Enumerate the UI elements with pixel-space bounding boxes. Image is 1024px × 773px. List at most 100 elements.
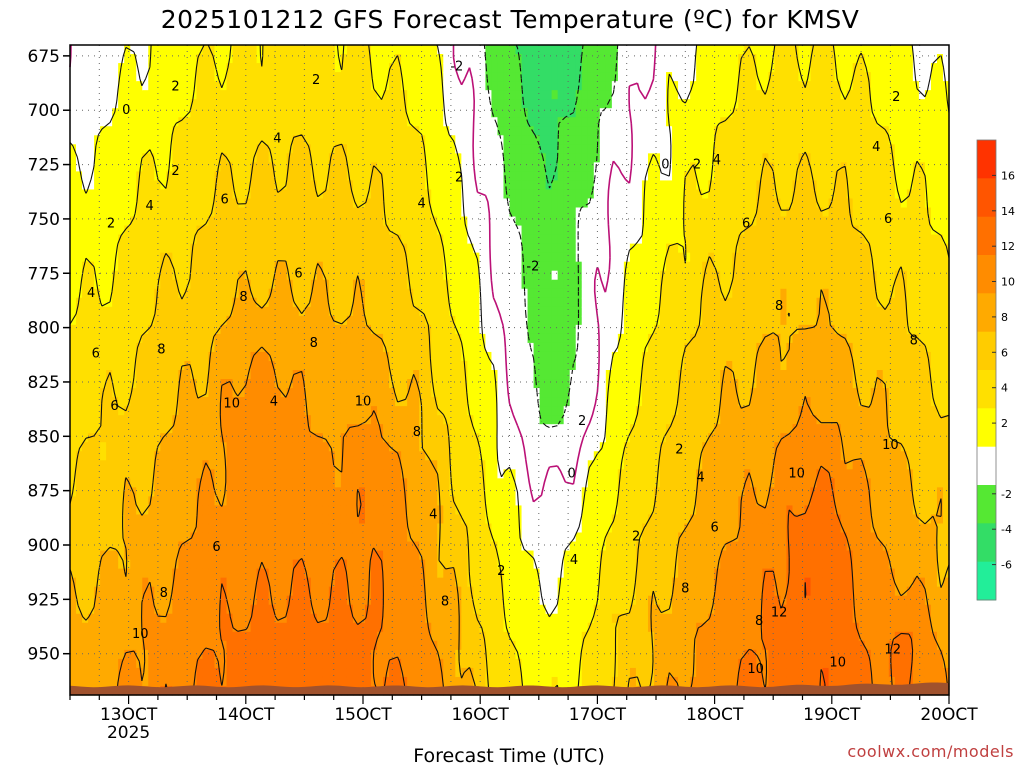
temperature-cell xyxy=(202,559,210,570)
temperature-cell xyxy=(154,306,161,317)
temperature-cell xyxy=(70,351,77,362)
temperature-cell xyxy=(154,297,161,308)
temperature-cell xyxy=(250,63,258,73)
temperature-cell xyxy=(371,460,378,470)
temperature-cell xyxy=(467,370,474,380)
temperature-cell xyxy=(160,424,167,434)
temperature-cell xyxy=(419,99,426,109)
temperature-cell xyxy=(485,180,493,191)
temperature-cell xyxy=(226,469,234,479)
temperature-cell xyxy=(419,505,426,516)
temperature-cell xyxy=(94,658,101,669)
temperature-cell xyxy=(190,180,198,191)
temperature-cell xyxy=(407,198,414,209)
temperature-cell xyxy=(322,604,330,615)
temperature-cell xyxy=(142,189,149,200)
temperature-cell xyxy=(346,595,354,606)
temperature-cell xyxy=(208,469,216,479)
temperature-cell xyxy=(154,523,161,534)
temperature-cell xyxy=(358,180,366,191)
temperature-cell xyxy=(214,351,222,362)
temperature-cell xyxy=(292,451,300,461)
temperature-cell xyxy=(328,288,336,299)
temperature-cell xyxy=(154,63,161,73)
temperature-cell xyxy=(262,117,270,127)
temperature-cell xyxy=(371,45,378,55)
temperature-cell xyxy=(437,306,444,317)
temperature-cell xyxy=(184,469,192,479)
temperature-cell xyxy=(358,243,366,254)
temperature-cell xyxy=(256,288,264,299)
temperature-cell xyxy=(431,595,438,606)
temperature-cell xyxy=(178,306,185,317)
temperature-cell xyxy=(124,72,131,82)
temperature-cell xyxy=(202,54,210,64)
temperature-cell xyxy=(407,631,414,642)
temperature-cell xyxy=(322,99,330,109)
temperature-cell xyxy=(352,198,360,209)
temperature-cell xyxy=(401,99,408,109)
temperature-cell xyxy=(250,162,258,172)
temperature-cell xyxy=(70,460,77,470)
temperature-cell xyxy=(220,622,228,633)
temperature-cell xyxy=(304,514,312,525)
temperature-cell xyxy=(407,81,414,91)
temperature-cell xyxy=(328,207,336,218)
temperature-cell xyxy=(142,424,149,434)
temperature-cell xyxy=(298,676,306,687)
temperature-cell xyxy=(461,514,468,525)
temperature-cell xyxy=(142,162,149,172)
temperature-cell xyxy=(70,45,77,55)
temperature-cell xyxy=(88,577,95,588)
temperature-cell xyxy=(268,315,276,326)
temperature-cell xyxy=(389,189,396,200)
temperature-cell xyxy=(389,523,396,534)
temperature-cell xyxy=(202,252,210,263)
temperature-cell xyxy=(455,586,462,597)
temperature-cell xyxy=(358,406,366,416)
temperature-cell xyxy=(365,370,372,380)
temperature-cell xyxy=(100,108,107,118)
temperature-cell xyxy=(196,496,204,507)
temperature-cell xyxy=(238,667,246,678)
temperature-cell xyxy=(473,90,480,100)
temperature-cell xyxy=(214,532,222,543)
temperature-cell xyxy=(395,189,402,200)
temperature-cell xyxy=(328,514,336,525)
temperature-cell xyxy=(395,415,402,425)
temperature-cell xyxy=(88,370,95,380)
temperature-cell xyxy=(310,252,318,263)
temperature-cell xyxy=(304,379,312,389)
temperature-cell xyxy=(352,234,360,245)
temperature-cell xyxy=(286,532,294,543)
temperature-cell xyxy=(190,613,198,624)
temperature-cell xyxy=(310,424,318,434)
temperature-cell xyxy=(100,442,107,452)
temperature-cell xyxy=(340,667,348,678)
temperature-cell xyxy=(232,550,240,561)
temperature-cell xyxy=(70,252,77,263)
temperature-cell xyxy=(298,451,306,461)
temperature-cell xyxy=(316,523,324,534)
temperature-cell xyxy=(262,604,270,615)
temperature-cell xyxy=(148,397,155,407)
temperature-cell xyxy=(118,514,125,525)
temperature-cell xyxy=(148,370,155,380)
temperature-cell xyxy=(208,667,216,678)
temperature-cell xyxy=(455,550,462,561)
temperature-cell xyxy=(352,532,360,543)
temperature-cell xyxy=(437,460,444,470)
temperature-cell xyxy=(268,234,276,245)
temperature-cell xyxy=(286,604,294,615)
temperature-cell xyxy=(443,469,450,479)
temperature-cell xyxy=(413,279,420,290)
temperature-cell xyxy=(479,676,487,687)
temperature-cell xyxy=(346,523,354,534)
temperature-cell xyxy=(322,532,330,543)
temperature-cell xyxy=(274,541,282,552)
temperature-cell xyxy=(371,90,378,100)
temperature-cell xyxy=(437,676,444,687)
temperature-cell xyxy=(142,388,149,398)
temperature-cell xyxy=(298,595,306,606)
temperature-cell xyxy=(383,108,390,118)
